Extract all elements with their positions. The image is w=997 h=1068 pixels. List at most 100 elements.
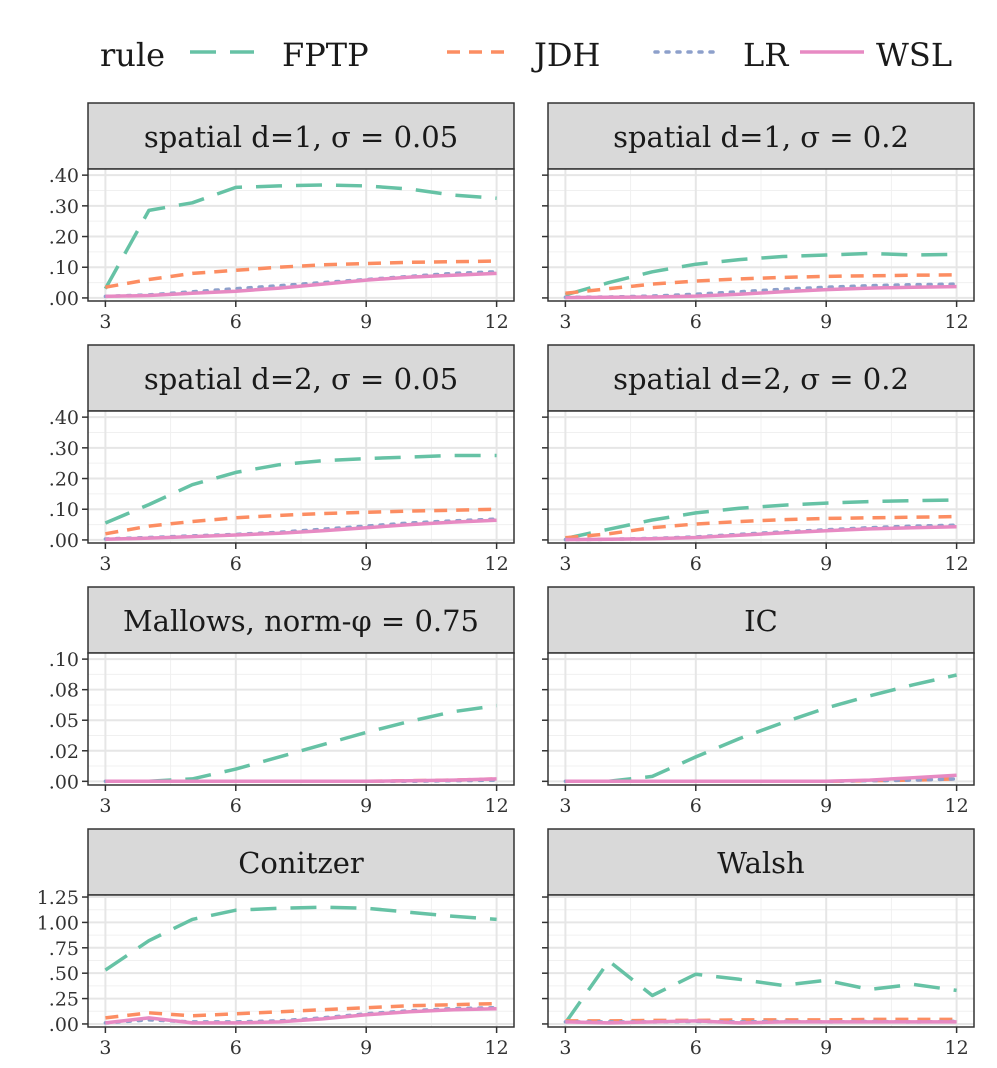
y-tick-label: .40 xyxy=(49,407,79,429)
series-line-wsl xyxy=(565,524,957,542)
panel-border xyxy=(87,410,515,544)
legend: rule FPTP JDH LR WSL xyxy=(100,36,952,74)
x-tick-label: 3 xyxy=(99,553,111,575)
x-tick-label: 12 xyxy=(945,311,969,333)
panel-3: spatial d=2, σ = 0.05 .00 .10 .20 .30 .40 3 6 9 1… xyxy=(49,344,515,575)
panel-4: spatial d=2, σ = 0.2 3 6 9 12 xyxy=(542,344,975,575)
x-tick-label: 9 xyxy=(360,311,372,333)
x-tick-label: 12 xyxy=(485,311,509,333)
series-line-wsl xyxy=(105,271,497,299)
x-tick-label: 9 xyxy=(820,553,832,575)
y-tick-label: .10 xyxy=(49,499,79,521)
y-tick-label: .00 xyxy=(49,288,79,310)
y-tick-label: .20 xyxy=(49,469,79,491)
series-line-fptp xyxy=(104,453,497,525)
panel-8: Walsh 3 6 9 12 xyxy=(542,828,975,1059)
panel-border xyxy=(87,652,515,786)
y-tick-label: .20 xyxy=(49,227,79,249)
x-tick-label: 12 xyxy=(945,553,969,575)
series-line-fptp xyxy=(563,959,957,1024)
series-line-fptp xyxy=(103,183,497,290)
strip xyxy=(87,586,515,654)
gridlines xyxy=(88,169,514,301)
y-tick-label: .25 xyxy=(49,989,79,1011)
y-tick-label: 1.00 xyxy=(37,912,79,934)
x-tick-label: 12 xyxy=(945,795,969,817)
panel-title: Conitzer xyxy=(238,846,364,880)
x-tick-label: 6 xyxy=(690,553,702,575)
gridlines xyxy=(88,411,514,543)
x-tick-label: 9 xyxy=(360,795,372,817)
strip xyxy=(547,828,975,896)
y-tick-label: .00 xyxy=(49,771,79,793)
strip xyxy=(87,828,515,896)
legend-item-wsl: WSL xyxy=(800,36,952,74)
y-tick-label: .02 xyxy=(49,741,79,763)
y-tick-label: .00 xyxy=(49,530,79,552)
panel-title: spatial d=2, σ = 0.2 xyxy=(613,362,909,396)
x-tick-label: 6 xyxy=(230,1037,242,1059)
x-tick-label: 3 xyxy=(559,795,571,817)
series-line-wsl xyxy=(105,518,497,542)
panel-6: IC 3 6 9 12 xyxy=(542,586,975,817)
panel-border xyxy=(87,168,515,302)
x-tick-label: 12 xyxy=(485,795,509,817)
y-tick-label: .05 xyxy=(49,710,79,732)
x-tick-label: 6 xyxy=(230,311,242,333)
panel-title: spatial d=2, σ = 0.05 xyxy=(144,362,458,396)
y-tick-label: .75 xyxy=(49,938,79,960)
legend-label-lr: LR xyxy=(743,36,789,74)
gridlines xyxy=(548,411,974,543)
panel-title: Mallows, norm-φ = 0.75 xyxy=(123,604,479,638)
y-tick-label: .10 xyxy=(49,649,79,671)
legend-label-fptp: FPTP xyxy=(282,36,369,74)
x-tick-label: 9 xyxy=(820,1037,832,1059)
x-tick-label: 6 xyxy=(690,311,702,333)
panel-border xyxy=(547,410,975,544)
legend-title: rule xyxy=(100,36,165,74)
x-tick-label: 3 xyxy=(559,1037,571,1059)
legend-label-jdh: JDH xyxy=(531,36,600,74)
gridlines xyxy=(548,169,974,301)
panel-border xyxy=(87,894,515,1028)
x-tick-label: 6 xyxy=(230,553,242,575)
panel-border xyxy=(547,168,975,302)
panel-title: Walsh xyxy=(717,846,804,880)
x-tick-label: 9 xyxy=(360,553,372,575)
series-line-wsl xyxy=(105,1006,497,1025)
x-tick-label: 6 xyxy=(690,795,702,817)
strip xyxy=(87,102,515,170)
y-tick-label: 1.25 xyxy=(37,887,79,909)
x-tick-label: 3 xyxy=(99,311,111,333)
series-line-fptp xyxy=(564,251,957,297)
y-tick-label: .08 xyxy=(49,680,79,702)
x-tick-label: 12 xyxy=(485,553,509,575)
y-tick-label: .30 xyxy=(49,196,79,218)
panel-2: spatial d=1, σ = 0.2 3 6 9 12 xyxy=(542,102,975,333)
legend-label-wsl: WSL xyxy=(876,36,952,74)
series-line-jdh xyxy=(105,259,497,289)
x-tick-label: 3 xyxy=(99,795,111,817)
panel-1: spatial d=1, σ = 0.05 .00 .10 .20 .30 .40 3 6 9 1… xyxy=(49,102,515,333)
x-tick-label: 9 xyxy=(360,1037,372,1059)
legend-item-jdh: JDH xyxy=(447,36,600,74)
panel-title: spatial d=1, σ = 0.2 xyxy=(613,120,909,154)
panel-border xyxy=(547,652,975,786)
y-tick-label: .10 xyxy=(49,257,79,279)
y-tick-label: .30 xyxy=(49,438,79,460)
x-tick-label: 6 xyxy=(230,795,242,817)
series-line-wsl xyxy=(565,284,957,300)
series-line-wsl xyxy=(565,773,957,784)
legend-item-fptp: FPTP xyxy=(190,36,369,74)
y-tick-label: .50 xyxy=(49,963,79,985)
panel-title: IC xyxy=(744,604,778,638)
strip xyxy=(547,344,975,412)
y-tick-label: .40 xyxy=(49,165,79,187)
panel-border xyxy=(547,894,975,1028)
x-tick-label: 6 xyxy=(690,1037,702,1059)
series-line-fptp xyxy=(565,498,957,541)
series-line-fptp xyxy=(104,905,497,972)
x-tick-label: 3 xyxy=(99,1037,111,1059)
x-tick-label: 3 xyxy=(559,553,571,575)
y-tick-label: .00 xyxy=(49,1014,79,1036)
